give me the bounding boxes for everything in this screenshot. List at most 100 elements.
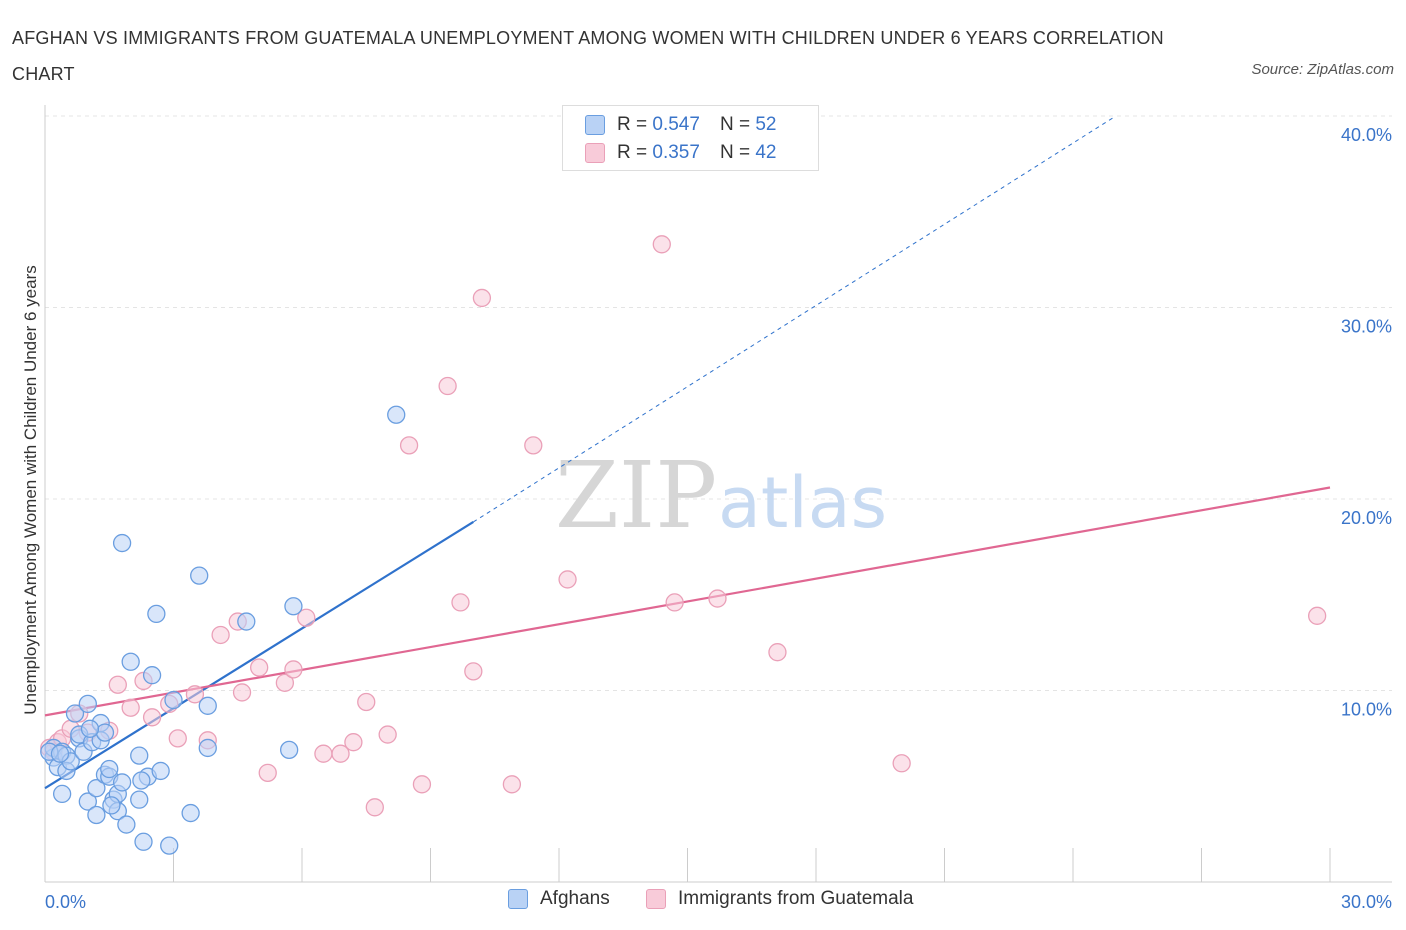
guatemala-point — [652, 235, 671, 254]
x-tick-label: 0.0% — [45, 892, 86, 912]
guatemala-point — [331, 744, 350, 763]
afghans-point — [134, 832, 153, 851]
legend-item-afghans[interactable]: Afghans — [508, 888, 610, 910]
afghans-legend-swatch — [508, 889, 528, 909]
afghans-point — [130, 790, 149, 809]
afghans-point — [52, 784, 72, 804]
afghans-point — [279, 740, 299, 760]
guatemala-point — [378, 725, 397, 744]
afghans-point — [87, 805, 106, 825]
afghans-point — [78, 792, 97, 811]
x-tick-label: 30.0% — [1341, 892, 1392, 912]
legend-item-guatemala[interactable]: Immigrants from Guatemala — [646, 888, 913, 910]
afghans-point — [95, 723, 115, 742]
guatemala-point — [412, 775, 432, 794]
guatemala-point — [365, 798, 384, 817]
legend-label-afghans: Afghans — [540, 888, 610, 909]
watermark-zip: ZIP — [555, 442, 717, 549]
guatemala-point — [297, 608, 316, 627]
guatemala-legend-swatch — [646, 889, 666, 909]
afghans-point — [160, 836, 179, 855]
afghans-point — [284, 597, 303, 616]
afghans-point — [121, 652, 140, 671]
stats-row-afghans: R = 0.547 N = 52 — [585, 113, 776, 137]
guatemala-trend-line — [44, 486, 1331, 717]
guatemala-point — [232, 683, 252, 702]
guatemala-point — [768, 643, 787, 662]
stats-row-guatemala: R = 0.357 N = 42 — [585, 141, 776, 165]
guatemala-point — [451, 593, 470, 612]
y-tick-label: 10.0% — [1341, 700, 1392, 720]
afghans-point — [50, 744, 70, 763]
watermark: ZIP atlas — [555, 442, 887, 549]
afghans-point — [190, 566, 209, 585]
afghans-point — [198, 696, 217, 715]
guatemala-point — [558, 570, 577, 589]
trend-lines — [44, 115, 1331, 790]
r-value: 0.547 — [652, 114, 700, 135]
watermark-atlas: atlas — [718, 462, 887, 544]
guatemala-point — [399, 436, 419, 455]
n-value: 42 — [755, 142, 777, 163]
afghans-point — [112, 773, 132, 792]
guatemala-point — [142, 708, 162, 727]
guatemala-point — [708, 589, 727, 608]
afghans-point — [147, 604, 166, 624]
r-value: 0.357 — [652, 142, 700, 163]
guatemala-point — [1308, 606, 1327, 625]
y-tick-label: 20.0% — [1341, 508, 1392, 528]
y-tick-label: 30.0% — [1341, 317, 1392, 337]
n-label: N = — [719, 114, 751, 135]
legend-label-guatemala: Immigrants from Guatemala — [678, 888, 914, 909]
guatemala-point — [524, 436, 543, 455]
guatemala-point — [472, 288, 492, 308]
y-axis-label: Unemployment Among Women with Children U… — [21, 265, 40, 714]
afghans-point — [164, 690, 183, 710]
r-label: R = — [617, 142, 648, 163]
afghans-point — [387, 405, 406, 424]
tick-labels: 10.0% 20.0% 30.0% 40.0% 0.0% 30.0% — [45, 125, 1392, 912]
guatemala-point — [464, 662, 483, 681]
afghans-point — [142, 666, 162, 685]
afghans-point — [198, 738, 217, 758]
guatemala-point — [250, 658, 269, 677]
n-value: 52 — [755, 114, 777, 135]
guatemala-point — [665, 593, 684, 612]
data-points — [40, 235, 1327, 855]
guatemala-point — [344, 733, 363, 752]
afghans-point — [237, 612, 256, 631]
afghans-point — [80, 719, 100, 738]
afghans-point — [181, 803, 200, 823]
n-label: N = — [719, 142, 751, 163]
afghans-swatch — [585, 115, 605, 135]
guatemala-point — [168, 729, 187, 748]
guatemala-point — [438, 376, 457, 396]
afghans-point — [65, 704, 85, 723]
guatemala-point — [284, 660, 303, 679]
guatemala-point — [357, 692, 376, 712]
afghans-trend-extension — [473, 115, 1117, 523]
guatemala-point — [892, 754, 911, 773]
guatemala-point — [108, 675, 127, 694]
afghans-point — [102, 796, 121, 815]
afghans-point — [130, 746, 149, 765]
afghans-trend-line — [44, 521, 474, 790]
guatemala-point — [185, 685, 205, 704]
guatemala-point — [275, 673, 295, 692]
afghans-point — [87, 779, 106, 798]
series-legend: Afghans Immigrants from Guatemala — [0, 888, 1406, 916]
guatemala-point — [121, 698, 140, 717]
guatemala-point — [502, 775, 522, 794]
source-label: Source: ZipAtlas.com — [1251, 61, 1394, 78]
guatemala-point — [258, 763, 277, 782]
afghans-point — [151, 761, 170, 781]
guatemala-swatch — [585, 143, 605, 163]
stats-legend: R = 0.547 N = 52 R = 0.357 N = 42 — [562, 105, 819, 171]
y-tick-label: 40.0% — [1341, 125, 1392, 145]
afghans-point — [100, 759, 119, 779]
afghans-point — [78, 694, 97, 714]
guatemala-point — [211, 625, 230, 645]
chart-title: AFGHAN VS IMMIGRANTS FROM GUATEMALA UNEM… — [12, 28, 1164, 84]
afghans-point — [112, 533, 132, 553]
